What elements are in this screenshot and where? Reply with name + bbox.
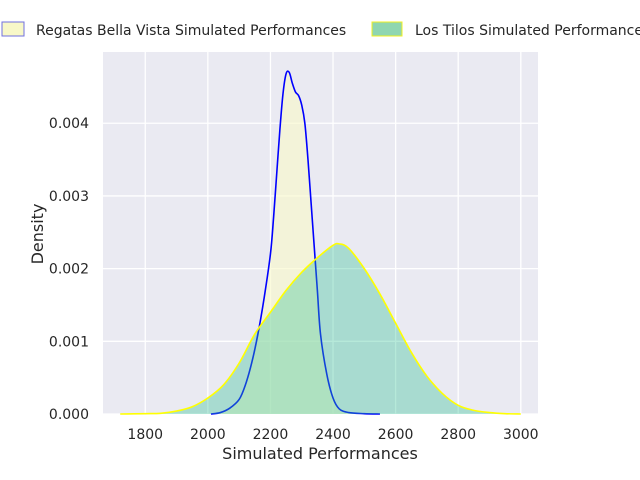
series-0-line (210, 70, 380, 415)
legend: Regatas Bella Vista Simulated Performanc… (1, 21, 640, 39)
legend-label-los-tilos: Los Tilos Simulated Performances (415, 23, 640, 39)
y-tick-label-4: 0.004 (49, 116, 89, 132)
x-tick-label-4: 2600 (378, 427, 414, 443)
y-axis-label: Density (28, 204, 47, 265)
y-tick-label-2: 0.002 (49, 262, 89, 278)
series-0-area (210, 71, 380, 415)
x-axis-label: Simulated Performances (222, 444, 418, 463)
series-1-line (120, 242, 521, 415)
series-1-area (120, 243, 521, 414)
y-tick-label-1: 0.001 (49, 334, 89, 350)
y-tick-label-0: 0.000 (49, 407, 89, 423)
x-tick-label-2: 2200 (253, 427, 289, 443)
y-tick-label-3: 0.003 (49, 189, 89, 205)
x-tick-label-3: 2400 (315, 427, 351, 443)
x-axis-ticks: 1800 2000 2200 2400 2600 2800 3000 (127, 427, 538, 443)
grid (103, 52, 538, 415)
x-tick-label-6: 3000 (503, 427, 539, 443)
y-axis-ticks: 0.000 0.001 0.002 0.003 0.004 (49, 116, 89, 423)
legend-swatch-regatas (1, 21, 25, 37)
legend-swatch-los-tilos (371, 21, 403, 37)
series-layer (120, 70, 521, 415)
x-tick-label-0: 1800 (127, 427, 163, 443)
x-tick-label-5: 2800 (440, 427, 476, 443)
legend-label-regatas: Regatas Bella Vista Simulated Performanc… (36, 23, 346, 39)
x-tick-label-1: 2000 (190, 427, 226, 443)
